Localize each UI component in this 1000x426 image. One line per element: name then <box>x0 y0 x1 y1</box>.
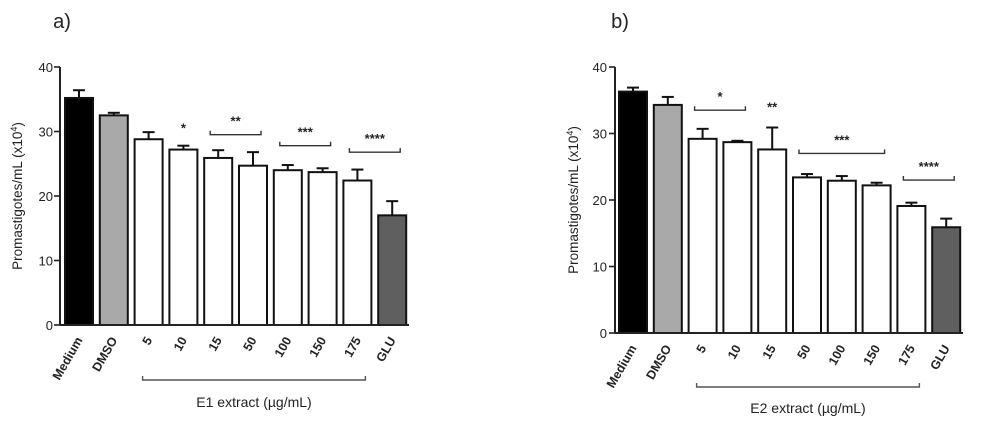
y-axis-label: Promastigotes/mL (x104) <box>9 122 25 270</box>
x-tick-label: 150 <box>307 334 330 359</box>
panel-b: b) 0 10 20 30 40 Promastigotes/mL (x104) Medium… <box>565 11 963 416</box>
bar <box>687 137 718 334</box>
y-axis-label: Promastigotes/mL (x104) <box>565 126 581 274</box>
x-tick-label: 15 <box>760 342 779 361</box>
significance-marker: * <box>181 121 187 136</box>
significance-bracket <box>348 148 401 153</box>
x-tick-label: GLU <box>927 343 952 373</box>
x-tick-label: 15 <box>206 334 225 353</box>
x-tick-label: Medium <box>604 343 640 391</box>
significance-marker: **** <box>919 159 940 174</box>
group-label: E1 extract (µg/mL) <box>196 394 311 410</box>
y-tick-label: 0 <box>46 318 53 333</box>
bar <box>168 148 199 326</box>
y-tick-label: 20 <box>39 189 53 204</box>
bar <box>98 114 129 326</box>
group-label: E2 extract (µg/mL) <box>750 400 865 416</box>
x-tick-label: 10 <box>725 342 744 361</box>
significance-marker: **** <box>365 131 386 146</box>
bar <box>826 179 857 334</box>
x-tick-label: 175 <box>895 342 918 367</box>
significance-bracket <box>209 130 262 136</box>
bar <box>272 169 303 326</box>
significance-marker: *** <box>834 132 850 147</box>
panel-label: a) <box>53 11 71 33</box>
bar <box>861 184 892 334</box>
x-tick-label: Medium <box>50 335 86 383</box>
bar <box>652 103 683 334</box>
group-bracket <box>141 376 367 381</box>
x-tick-label: 150 <box>861 342 884 367</box>
significance-marker: * <box>717 89 723 104</box>
y-tick-label: 0 <box>600 326 607 341</box>
x-tick-label: 5 <box>694 342 710 355</box>
bar <box>757 148 788 334</box>
panel-a: a) 0 10 20 30 40 Promastigotes/mL (x104) Medium… <box>9 11 409 410</box>
bar <box>896 204 927 334</box>
bar <box>238 164 268 326</box>
significance-bracket <box>902 176 955 181</box>
panel-label: b) <box>611 11 629 33</box>
bar <box>618 90 648 335</box>
y-tick-label: 10 <box>593 260 607 275</box>
group-bracket <box>695 383 921 388</box>
x-tick-label: 10 <box>171 334 190 353</box>
x-tick-label: 175 <box>341 334 364 359</box>
significance-marker: *** <box>298 125 314 140</box>
y-axis-label-exponent: 4 <box>565 131 575 136</box>
x-tick-label: 50 <box>241 334 260 353</box>
y-tick-label: 30 <box>593 127 607 142</box>
significance-bracket <box>279 141 332 147</box>
y-axis-label-text: Promastigotes/mL (x10 <box>10 132 25 270</box>
y-axis-label-exponent: 4 <box>9 127 19 132</box>
x-tick-label: DMSO <box>90 334 121 374</box>
y-tick-label: 40 <box>593 60 607 75</box>
significance-marker: ** <box>767 100 778 115</box>
y-tick-label: 30 <box>39 125 53 140</box>
significance-bracket <box>693 106 747 111</box>
x-tick-label: 50 <box>795 342 814 361</box>
x-tick-label: DMSO <box>644 342 675 382</box>
bar <box>342 179 373 326</box>
bar <box>722 141 753 334</box>
bar <box>64 96 94 326</box>
bar <box>931 226 962 334</box>
x-tick-label: 100 <box>272 334 295 359</box>
x-tick-label: 5 <box>140 334 156 347</box>
y-tick-label: 20 <box>593 193 607 208</box>
y-axis-label-close: ) <box>566 126 581 131</box>
significance-marker: ** <box>231 114 242 129</box>
bar <box>133 138 164 326</box>
significance-bracket <box>798 149 886 155</box>
bar <box>377 214 408 327</box>
bar <box>203 156 234 326</box>
y-tick-label: 10 <box>39 254 53 269</box>
y-axis-label-close: ) <box>10 122 25 127</box>
x-tick-label: 100 <box>826 342 849 367</box>
y-tick-label: 40 <box>39 60 53 75</box>
x-tick-label: GLU <box>373 335 398 365</box>
y-axis-label-text: Promastigotes/mL (x10 <box>566 136 581 274</box>
bar <box>307 171 338 326</box>
bar <box>792 176 822 334</box>
